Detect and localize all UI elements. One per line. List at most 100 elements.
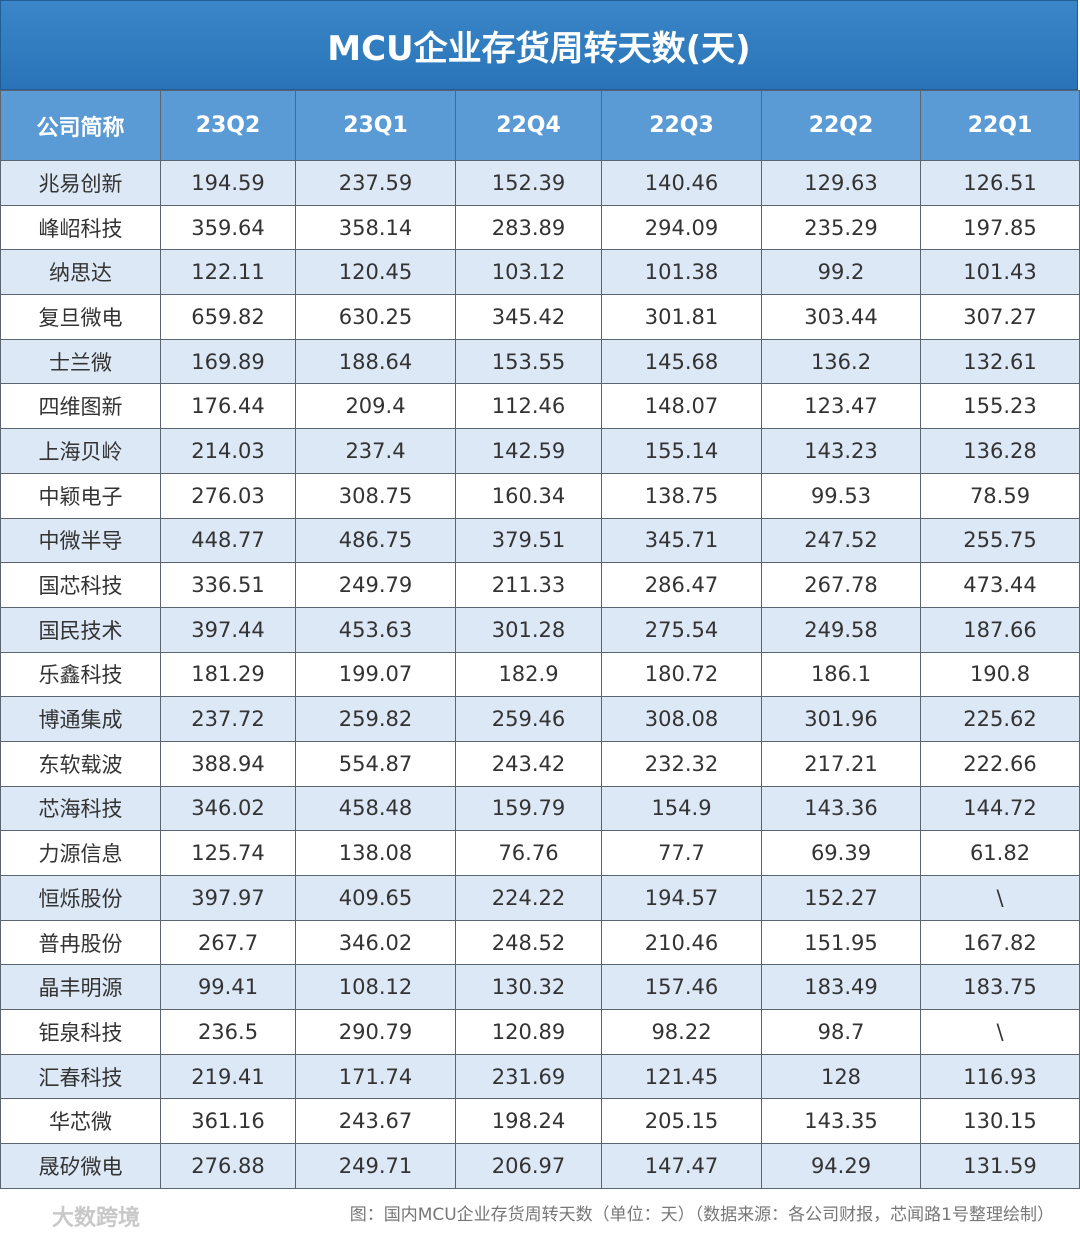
value-cell: 129.63	[761, 160, 921, 206]
company-cell: 汇春科技	[0, 1053, 161, 1100]
company-cell: 国民技术	[0, 606, 161, 653]
value-cell: 157.46	[601, 964, 762, 1011]
value-cell: 77.7	[601, 830, 762, 876]
company-cell: 恒烁股份	[0, 875, 161, 921]
value-cell: 143.23	[761, 428, 921, 474]
value-cell: 243.67	[295, 1098, 456, 1145]
value-cell: 176.44	[160, 383, 296, 430]
value-cell: 121.45	[601, 1053, 762, 1100]
value-cell: 112.46	[455, 383, 602, 430]
value-cell: \	[920, 1009, 1080, 1055]
value-cell: 190.8	[920, 651, 1080, 698]
value-cell: 397.44	[160, 606, 296, 653]
value-cell: 147.47	[601, 1143, 762, 1189]
table-row: 四维图新 176.44 209.4 112.46 148.07 123.47 155.23	[0, 383, 1080, 430]
value-cell: 154.9	[601, 785, 762, 832]
value-cell: 224.22	[455, 875, 602, 921]
company-cell: 中微半导	[0, 517, 161, 564]
value-cell: 290.79	[295, 1009, 456, 1055]
table-row: 中颖电子 276.03 308.75 160.34 138.75 99.53 78.59	[0, 472, 1080, 519]
value-cell: 145.68	[601, 338, 762, 385]
value-cell: 249.58	[761, 606, 921, 653]
value-cell: 235.29	[761, 204, 921, 251]
value-cell: 232.32	[601, 740, 762, 787]
value-cell: 186.1	[761, 651, 921, 698]
value-cell: 181.29	[160, 651, 296, 698]
company-cell: 芯海科技	[0, 785, 161, 832]
value-cell: 217.21	[761, 740, 921, 787]
value-cell: 231.69	[455, 1053, 602, 1100]
header-cell: 22Q2	[761, 90, 921, 161]
value-cell: 76.76	[455, 830, 602, 876]
value-cell: 99.41	[160, 964, 296, 1011]
value-cell: 214.03	[160, 428, 296, 474]
logo: 大数跨境	[52, 1206, 141, 1231]
value-cell: 120.89	[455, 1009, 602, 1055]
value-cell: 275.54	[601, 606, 762, 653]
value-cell: 153.55	[455, 338, 602, 385]
table-row: 国民技术 397.44 453.63 301.28 275.54 249.58 187.66	[0, 606, 1080, 653]
value-cell: 194.57	[601, 875, 762, 921]
value-cell: 345.71	[601, 517, 762, 564]
value-cell: 138.08	[295, 830, 456, 876]
table-row: 钜泉科技 236.5 290.79 120.89 98.22 98.7 \	[0, 1009, 1080, 1055]
header-row: 公司简称 23Q2 23Q1 22Q4 22Q3 22Q2 22Q1	[0, 90, 1080, 161]
value-cell: 125.74	[160, 830, 296, 876]
value-cell: 136.28	[920, 428, 1080, 474]
value-cell: 130.15	[920, 1098, 1080, 1145]
value-cell: 301.28	[455, 606, 602, 653]
value-cell: 143.36	[761, 785, 921, 832]
value-cell: 259.46	[455, 696, 602, 742]
table-row: 士兰微 169.89 188.64 153.55 145.68 136.2 132.61	[0, 338, 1080, 385]
value-cell: 554.87	[295, 740, 456, 787]
value-cell: 155.23	[920, 383, 1080, 430]
value-cell: 249.79	[295, 562, 456, 608]
value-cell: 101.43	[920, 249, 1080, 296]
value-cell: 448.77	[160, 517, 296, 564]
value-cell: 209.4	[295, 383, 456, 430]
table-row: 兆易创新 194.59 237.59 152.39 140.46 129.63 126.51	[0, 160, 1080, 206]
table-row: 上海贝岭 214.03 237.4 142.59 155.14 143.23 136.28	[0, 428, 1080, 474]
table-row: 恒烁股份 397.97 409.65 224.22 194.57 152.27 \	[0, 875, 1080, 921]
company-cell: 乐鑫科技	[0, 651, 161, 698]
value-cell: 205.15	[601, 1098, 762, 1145]
company-cell: 上海贝岭	[0, 428, 161, 474]
value-cell: 188.64	[295, 338, 456, 385]
company-cell: 晟矽微电	[0, 1143, 161, 1189]
company-cell: 钜泉科技	[0, 1009, 161, 1055]
value-cell: 237.72	[160, 696, 296, 742]
value-cell: 144.72	[920, 785, 1080, 832]
company-cell: 峰岹科技	[0, 204, 161, 251]
value-cell: 131.59	[920, 1143, 1080, 1189]
value-cell: 160.34	[455, 472, 602, 519]
value-cell: 267.7	[160, 919, 296, 966]
value-cell: 199.07	[295, 651, 456, 698]
header-cell: 22Q1	[920, 90, 1080, 161]
value-cell: 78.59	[920, 472, 1080, 519]
footer: 大数跨境 图：国内MCU企业存货周转天数（单位：天）（数据来源：各公司财报，芯闻…	[0, 1192, 1080, 1235]
data-table: 公司简称 23Q2 23Q1 22Q4 22Q3 22Q2 22Q1 兆易创新 194.59 2…	[0, 90, 1080, 1189]
company-cell: 国芯科技	[0, 562, 161, 608]
company-cell: 力源信息	[0, 830, 161, 876]
value-cell: 138.75	[601, 472, 762, 519]
title: MCU企业存货周转天数(天)	[0, 0, 1078, 90]
table-body: 兆易创新 194.59 237.59 152.39 140.46 129.63 126.51…	[0, 160, 1080, 1189]
value-cell: 151.95	[761, 919, 921, 966]
value-cell: 98.22	[601, 1009, 762, 1055]
table-row: 芯海科技 346.02 458.48 159.79 154.9 143.36 144.72	[0, 785, 1080, 832]
value-cell: 346.02	[295, 919, 456, 966]
value-cell: 183.75	[920, 964, 1080, 1011]
value-cell: 237.4	[295, 428, 456, 474]
value-cell: 276.88	[160, 1143, 296, 1189]
table-row: 汇春科技 219.41 171.74 231.69 121.45 128 116.93	[0, 1053, 1080, 1100]
value-cell: 103.12	[455, 249, 602, 296]
value-cell: 301.81	[601, 294, 762, 340]
value-cell: 259.82	[295, 696, 456, 742]
value-cell: 194.59	[160, 160, 296, 206]
value-cell: 120.45	[295, 249, 456, 296]
value-cell: 283.89	[455, 204, 602, 251]
value-cell: 303.44	[761, 294, 921, 340]
value-cell: 307.27	[920, 294, 1080, 340]
value-cell: 116.93	[920, 1053, 1080, 1100]
table-row: 中微半导 448.77 486.75 379.51 345.71 247.52 255.75	[0, 517, 1080, 564]
